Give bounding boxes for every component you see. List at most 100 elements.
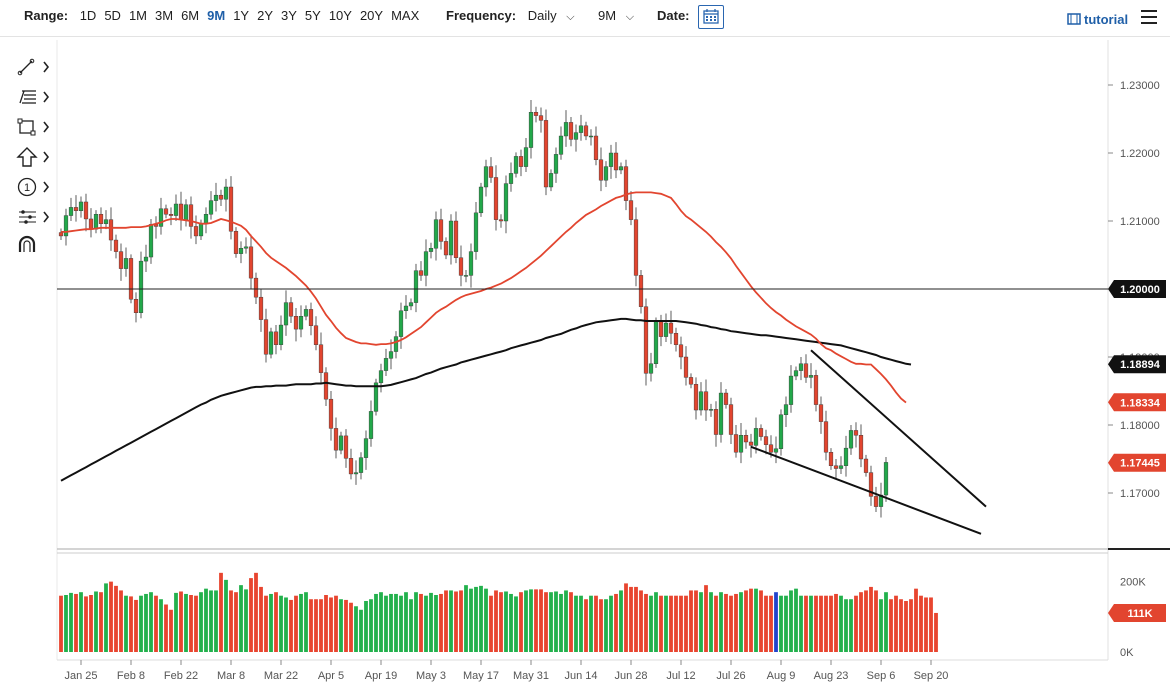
candle-up	[653, 321, 659, 365]
volume-bar	[214, 590, 218, 652]
rectangle-tool-button[interactable]	[16, 116, 54, 138]
volume-bar	[564, 590, 568, 652]
arrow-tool-icon	[16, 147, 50, 167]
candle-down	[613, 152, 619, 171]
volume-bar	[879, 599, 883, 652]
candle-up	[138, 260, 144, 313]
volume-bar	[764, 595, 768, 652]
calendar-button[interactable]	[698, 5, 724, 29]
range-button-3m[interactable]: 3M	[155, 8, 174, 23]
fibonacci-tool-button[interactable]	[16, 86, 54, 108]
volume-bar	[774, 592, 778, 652]
candle-up	[358, 457, 364, 473]
candle-up	[63, 215, 69, 237]
range-button-3y[interactable]: 3Y	[281, 8, 297, 23]
volume-bar	[769, 595, 773, 652]
volume-bar	[454, 591, 458, 652]
candle-down	[493, 177, 499, 220]
volume-bar	[529, 589, 533, 652]
volume-last-badge: 111K	[1108, 603, 1166, 622]
period-dropdown[interactable]: 9M ⌵	[598, 8, 634, 24]
volume-bar	[394, 593, 398, 652]
volume-bar	[609, 595, 613, 652]
range-button-2y[interactable]: 2Y	[257, 8, 273, 23]
candle-up	[618, 166, 624, 171]
volume-bar	[519, 592, 523, 652]
range-button-max[interactable]: MAX	[391, 8, 420, 23]
volume-bar	[494, 590, 498, 652]
volume-bar	[809, 595, 813, 652]
candle-up	[428, 247, 434, 252]
volume-bar	[624, 583, 628, 652]
range-button-5d[interactable]: 5D	[104, 8, 121, 23]
volume-bar	[589, 595, 593, 652]
candle-up	[158, 208, 164, 227]
candle-down	[308, 309, 314, 326]
volume-bar	[744, 590, 748, 652]
candle-up	[353, 472, 359, 475]
measure-tool-button[interactable]	[16, 206, 54, 228]
candle-down	[118, 251, 124, 269]
range-button-5y[interactable]: 5Y	[304, 8, 321, 23]
candle-down	[768, 444, 774, 453]
candle-down	[253, 277, 259, 298]
range-button-9m[interactable]: 9M	[207, 8, 226, 23]
candle-down	[273, 331, 279, 345]
time-tick-label: Apr 19	[365, 670, 397, 682]
candle-up	[203, 213, 209, 224]
candle-up	[503, 183, 509, 222]
frequency-dropdown[interactable]: Daily ⌵	[528, 8, 575, 23]
candle-up	[223, 186, 229, 200]
volume-bar	[634, 586, 638, 652]
candle-down	[868, 472, 874, 497]
magnet-tool-button[interactable]	[16, 234, 54, 256]
time-tick-label: May 31	[513, 670, 549, 682]
candle-up	[103, 219, 109, 224]
candle-down	[293, 316, 299, 330]
candle-down	[628, 200, 634, 220]
line-tool-button[interactable]	[16, 56, 54, 78]
arrow-tool-button[interactable]	[16, 146, 54, 168]
price-tick-label: 1.18000	[1120, 420, 1160, 432]
volume-bar	[219, 572, 223, 652]
time-tick-label: Jul 26	[716, 670, 745, 682]
tutorial-link[interactable]: tutorial	[1067, 12, 1128, 27]
toolbar: Range: 1D 5D 1M 3M 6M 9M 1Y 2Y 3Y 5Y 10Y 20Y MAX Fre…	[0, 0, 1170, 37]
volume-bar	[824, 595, 828, 652]
candle-up	[468, 251, 474, 276]
range-button-6m[interactable]: 6M	[181, 8, 200, 23]
volume-bar	[314, 599, 318, 652]
range-button-1y[interactable]: 1Y	[233, 8, 250, 23]
candle-up	[523, 147, 529, 167]
hamburger-menu-icon[interactable]	[1141, 10, 1157, 24]
candle-down	[678, 344, 684, 358]
lower-channel-line	[750, 445, 982, 535]
volume-bar	[129, 596, 133, 652]
volume-bar	[459, 590, 463, 652]
candle-up	[738, 435, 744, 453]
time-tick-label: Mar 22	[264, 670, 298, 682]
volume-bar	[74, 593, 78, 652]
volume-bar	[849, 599, 853, 652]
range-button-1m[interactable]: 1M	[128, 8, 147, 23]
range-button-10y[interactable]: 10Y	[328, 8, 352, 23]
candle-down	[763, 436, 769, 445]
volume-bar	[479, 585, 483, 652]
counter-tool-button[interactable]: 1	[16, 176, 54, 198]
volume-bar	[524, 590, 528, 652]
volume-bar	[209, 590, 213, 652]
candle-down	[518, 156, 524, 167]
candle-up	[528, 111, 534, 148]
volume-bar	[914, 588, 918, 652]
candle-up	[68, 207, 74, 216]
frequency-group: Frequency: Daily ⌵	[446, 8, 575, 24]
candle-up	[558, 135, 564, 155]
range-button-20y[interactable]: 20Y	[359, 8, 384, 23]
volume-bar	[869, 586, 873, 652]
range-button-1d[interactable]: 1D	[79, 8, 97, 23]
volume-bar	[899, 599, 903, 652]
volume-bar	[669, 595, 673, 652]
calendar-icon	[703, 9, 719, 24]
volume-bar	[134, 599, 138, 652]
